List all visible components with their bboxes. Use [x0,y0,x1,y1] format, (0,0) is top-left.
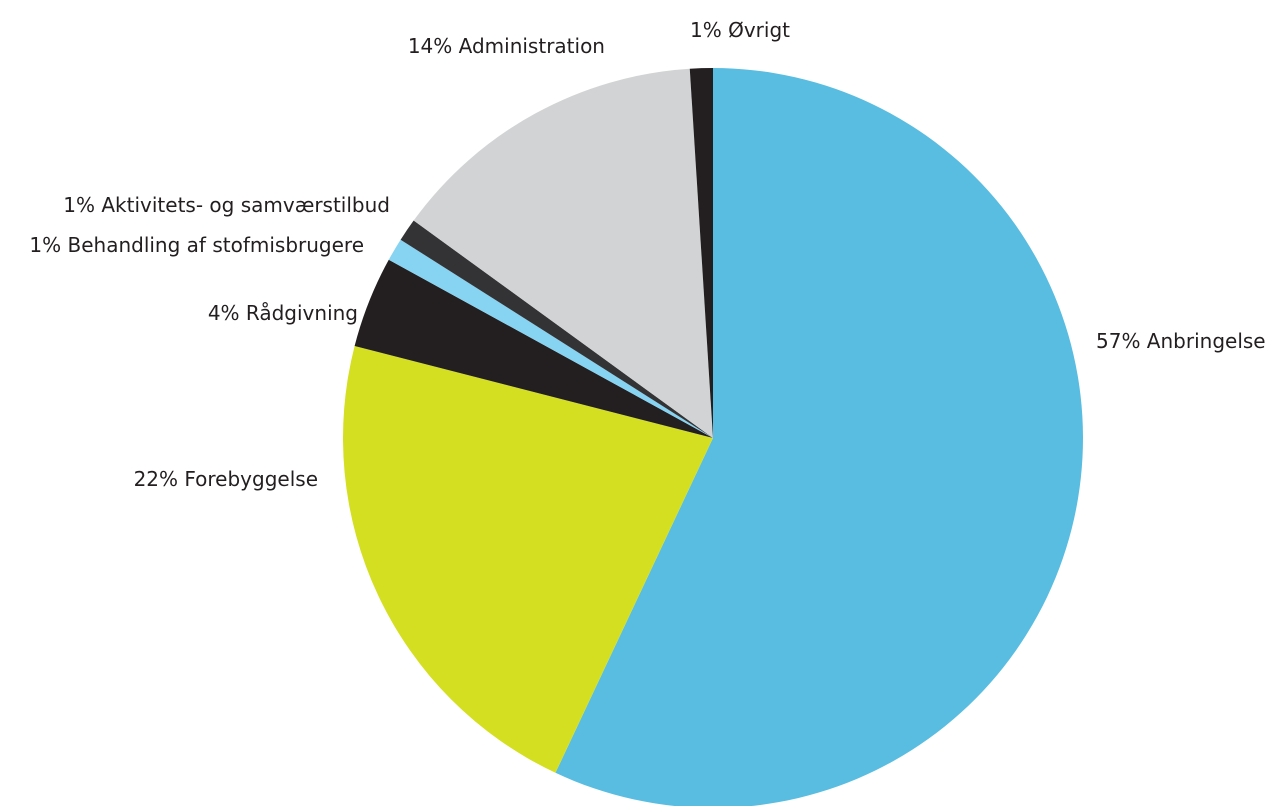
pie-slice-behandling-af-stofmisbrugere [388,239,713,438]
slice-label: 22% Forebyggelse [134,467,318,491]
pie-slice-anbringelse [555,68,1083,806]
pie-slice-forebyggelse [342,345,713,773]
pie-slice-rådgivning [354,259,713,438]
slice-label: 1% Aktivitets- og samværstilbud [63,193,390,217]
slice-labels: 57% Anbringelse 22% Forebyggelse 4% Rådgiv… [29,18,1265,491]
slice-label: 57% Anbringelse [1096,329,1266,353]
pie-slice-administration [413,68,713,438]
slice-label: 1% Øvrigt [690,18,790,42]
pie-slice-aktivitets-og-samværstilbud [400,220,713,438]
slice-label: 4% Rådgivning [208,301,358,325]
slice-label: 14% Administration [408,34,605,58]
slice-label: 1% Behandling af stofmisbrugere [29,233,364,257]
pie-slices [342,68,1083,806]
pie-slice-øvrigt [689,68,713,438]
